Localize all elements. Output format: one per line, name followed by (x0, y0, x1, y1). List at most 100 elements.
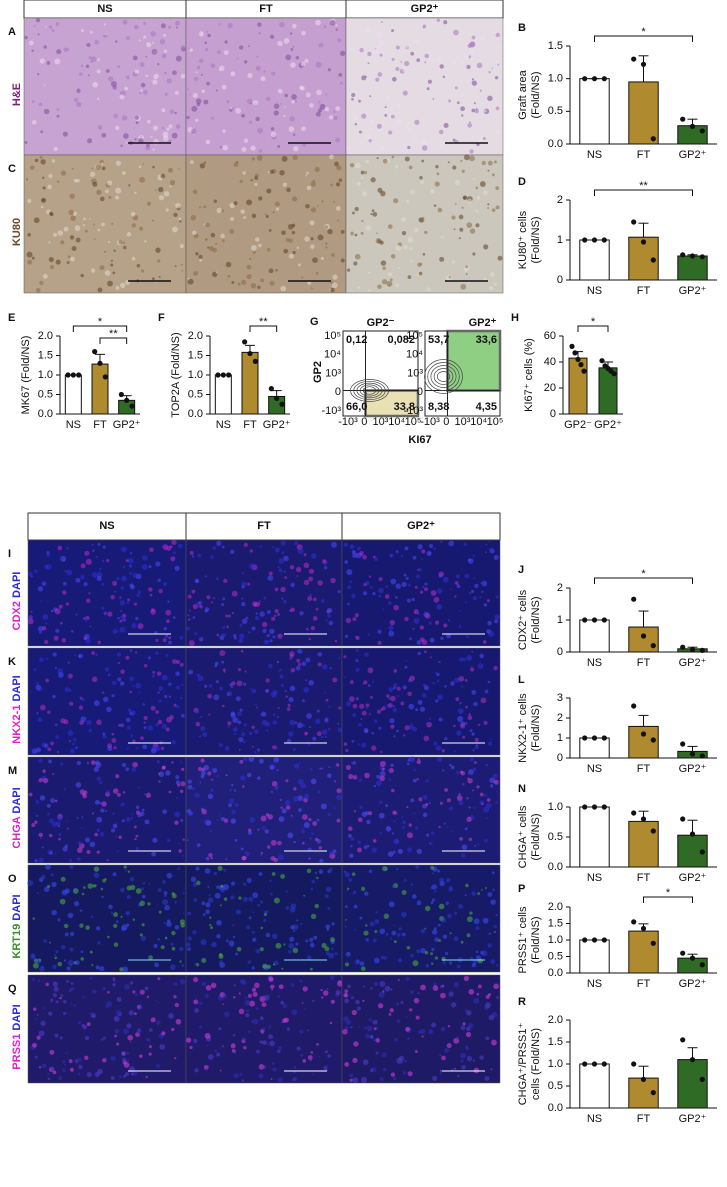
texture-dot (307, 186, 312, 191)
texture-dot (281, 598, 283, 600)
texture-dot (266, 689, 269, 692)
texture-dot (327, 907, 330, 910)
texture-dot (187, 89, 189, 91)
texture-dot (308, 848, 311, 851)
texture-dot (242, 598, 244, 600)
texture-dot (483, 721, 487, 725)
texture-dot (422, 639, 428, 645)
texture-dot (88, 56, 91, 59)
texture-dot (101, 607, 104, 610)
texture-dot (353, 761, 356, 764)
texture-dot (170, 545, 173, 548)
bar (92, 364, 108, 414)
texture-dot (122, 115, 128, 121)
quadrant-value: 0,12 (346, 334, 367, 346)
texture-dot (329, 289, 331, 291)
texture-dot (338, 727, 343, 732)
texture-dot (460, 106, 465, 111)
texture-dot (381, 956, 384, 959)
texture-dot (76, 89, 80, 93)
texture-dot (251, 283, 257, 289)
texture-dot (312, 1000, 314, 1002)
texture-dot (295, 101, 297, 103)
texture-dot (47, 1073, 49, 1075)
texture-dot (454, 1068, 456, 1070)
texture-dot (74, 179, 78, 183)
texture-dot (127, 1035, 133, 1041)
texture-dot (406, 577, 409, 580)
texture-dot (415, 586, 418, 589)
texture-dot (484, 278, 487, 281)
texture-dot (116, 1010, 122, 1016)
texture-dot (409, 756, 415, 762)
data-point (651, 1090, 656, 1095)
texture-dot (316, 877, 318, 879)
texture-dot (201, 74, 203, 76)
texture-dot (462, 783, 464, 785)
texture-dot (398, 979, 400, 981)
texture-dot (495, 186, 499, 190)
texture-dot (247, 265, 252, 270)
texture-dot (81, 950, 84, 953)
texture-dot (60, 762, 63, 765)
texture-dot (346, 1020, 351, 1025)
texture-dot (321, 200, 323, 202)
texture-dot (293, 146, 299, 152)
texture-dot (284, 571, 286, 573)
y-tick-label: 2.0 (188, 330, 203, 342)
texture-dot (492, 871, 495, 874)
texture-dot (436, 745, 442, 751)
texture-dot (473, 807, 475, 809)
texture-dot (290, 583, 294, 587)
texture-dot (364, 171, 367, 174)
texture-dot (183, 892, 185, 894)
texture-dot (405, 660, 407, 662)
texture-dot (265, 829, 270, 834)
texture-dot (169, 695, 171, 697)
stain-name: CDX2 (11, 601, 23, 630)
texture-dot (379, 981, 385, 987)
texture-dot (467, 933, 471, 937)
texture-dot (400, 1001, 403, 1004)
texture-dot (396, 730, 399, 733)
texture-dot (101, 133, 106, 138)
panel-letter: I (8, 548, 11, 560)
texture-dot (346, 765, 351, 770)
texture-dot (143, 703, 145, 705)
texture-dot (404, 61, 409, 66)
texture-dot (466, 273, 468, 275)
texture-dot (404, 879, 407, 882)
texture-dot (374, 982, 378, 986)
texture-dot (132, 223, 136, 227)
texture-dot (103, 546, 106, 549)
texture-dot (277, 1049, 281, 1053)
texture-dot (483, 109, 486, 112)
texture-dot (200, 726, 205, 731)
texture-dot (424, 650, 427, 653)
texture-dot (220, 1070, 222, 1072)
texture-dot (77, 857, 81, 861)
texture-dot (46, 658, 48, 660)
texture-dot (248, 831, 252, 835)
texture-dot (335, 640, 337, 642)
y-tick-label: 0.5 (38, 388, 53, 400)
texture-dot (199, 255, 203, 259)
data-point (680, 741, 685, 746)
texture-dot (323, 25, 326, 28)
texture-dot (199, 259, 202, 262)
texture-dot (329, 851, 333, 855)
texture-dot (124, 865, 127, 868)
texture-dot (96, 926, 100, 930)
texture-dot (465, 679, 468, 682)
texture-dot (127, 601, 130, 604)
texture-dot (345, 919, 347, 921)
texture-dot (408, 237, 414, 243)
bar (678, 1060, 707, 1108)
texture-dot (417, 849, 422, 854)
texture-dot (108, 241, 110, 243)
texture-dot (461, 685, 463, 687)
texture-dot (243, 757, 247, 761)
texture-dot (162, 899, 168, 905)
texture-dot (269, 880, 271, 882)
texture-dot (498, 203, 500, 205)
